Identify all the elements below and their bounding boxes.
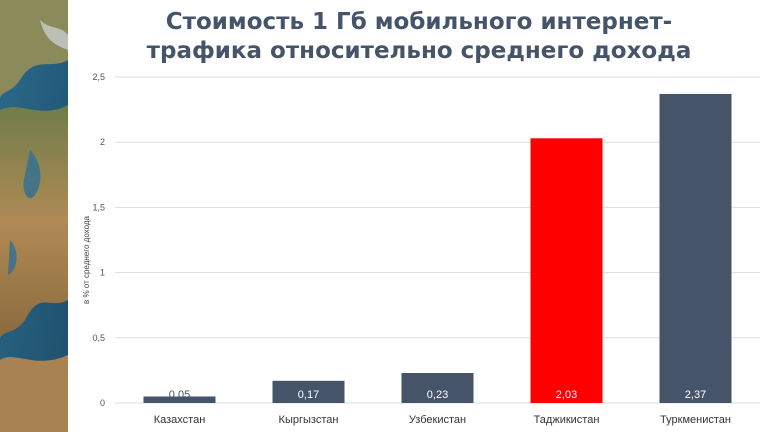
data-label: 2,37 <box>685 389 706 401</box>
y-tick-label: 2 <box>100 137 105 147</box>
chart-title-line-2: трафика относительно среднего дохода <box>146 38 692 64</box>
x-tick-label: Туркменистан <box>660 414 731 426</box>
earth-map-image <box>0 0 68 432</box>
bar-2 <box>272 380 345 403</box>
chart-title-line-1: Стоимость 1 Гб мобильного интернет- <box>165 9 673 35</box>
y-tick-label: 0,5 <box>92 333 105 343</box>
data-label: 0,23 <box>427 389 448 401</box>
bar-4 <box>530 138 603 403</box>
bar-1 <box>143 396 216 403</box>
y-tick-label: 2,5 <box>92 72 105 82</box>
x-tick-label: Кыргызстан <box>279 414 339 426</box>
bar-5 <box>659 93 732 403</box>
y-tick-label: 1,5 <box>92 202 105 212</box>
y-axis-title: в % от среднего дохода <box>82 215 91 304</box>
chart-title: Стоимость 1 Гб мобильного интернет- траф… <box>70 8 768 66</box>
bar-3 <box>401 373 474 403</box>
data-label: 2,03 <box>556 389 577 401</box>
data-label: 0,17 <box>298 389 319 401</box>
x-tick-label: Казахстан <box>154 414 206 426</box>
x-tick-label: Узбекистан <box>409 414 466 426</box>
data-label: 0,05 <box>169 389 190 401</box>
y-tick-label: 1 <box>100 268 105 278</box>
x-tick-label: Таджикистан <box>534 414 600 426</box>
y-tick-label: 0 <box>100 398 105 408</box>
bar-chart: 0 0,5 1 1,5 2 2,5 в % от среднего дохода 0,05 Ка… <box>82 72 760 426</box>
